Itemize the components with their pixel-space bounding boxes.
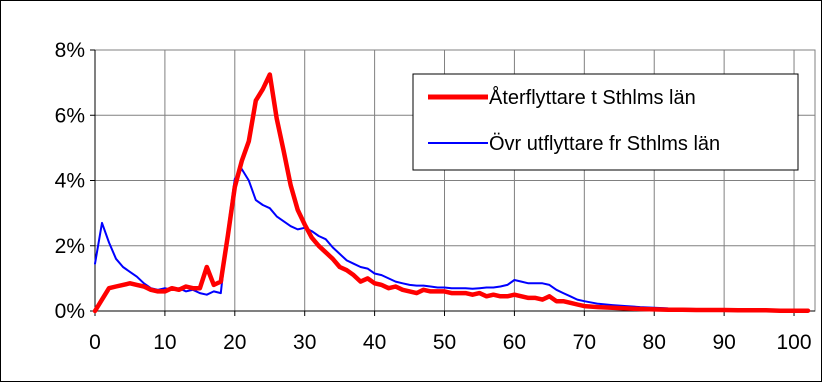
- x-tick-label-4: 40: [363, 331, 386, 354]
- y-tick-label-1: 2%: [55, 235, 85, 258]
- axes: 0% 2% 4% 6% 8% 0 10 20 30 40 50 60 70 80 90 100: [55, 39, 815, 354]
- series-line-1: [92, 72, 811, 314]
- legend-box: [412, 73, 799, 171]
- series-lines: [92, 72, 811, 314]
- y-tick-label-0: 0%: [55, 300, 85, 323]
- x-tick-label-9: 90: [712, 331, 735, 354]
- y-tick-label-4: 8%: [55, 39, 85, 62]
- x-tick-label-2: 20: [223, 331, 246, 354]
- x-tick-label-1: 10: [153, 331, 176, 354]
- x-tick-label-6: 60: [503, 331, 526, 354]
- legend: Återflyttare t Sthlms län Övr utflyttare…: [412, 73, 799, 171]
- legend-label-series-1: Återflyttare t Sthlms län: [489, 86, 696, 109]
- series-line-2: [94, 168, 809, 312]
- legend-label-series-2: Övr utflyttare fr Sthlms län: [489, 133, 720, 155]
- x-tick-label-0: 0: [89, 331, 101, 354]
- x-tick-label-5: 50: [433, 331, 456, 354]
- y-tick-label-2: 4%: [55, 170, 85, 193]
- x-tick-label-7: 70: [573, 331, 596, 354]
- x-tick-label-8: 80: [643, 331, 666, 354]
- x-tick-label-10: 100: [777, 331, 812, 354]
- x-tick-label-3: 30: [293, 331, 316, 354]
- y-tick-label-3: 6%: [55, 104, 85, 127]
